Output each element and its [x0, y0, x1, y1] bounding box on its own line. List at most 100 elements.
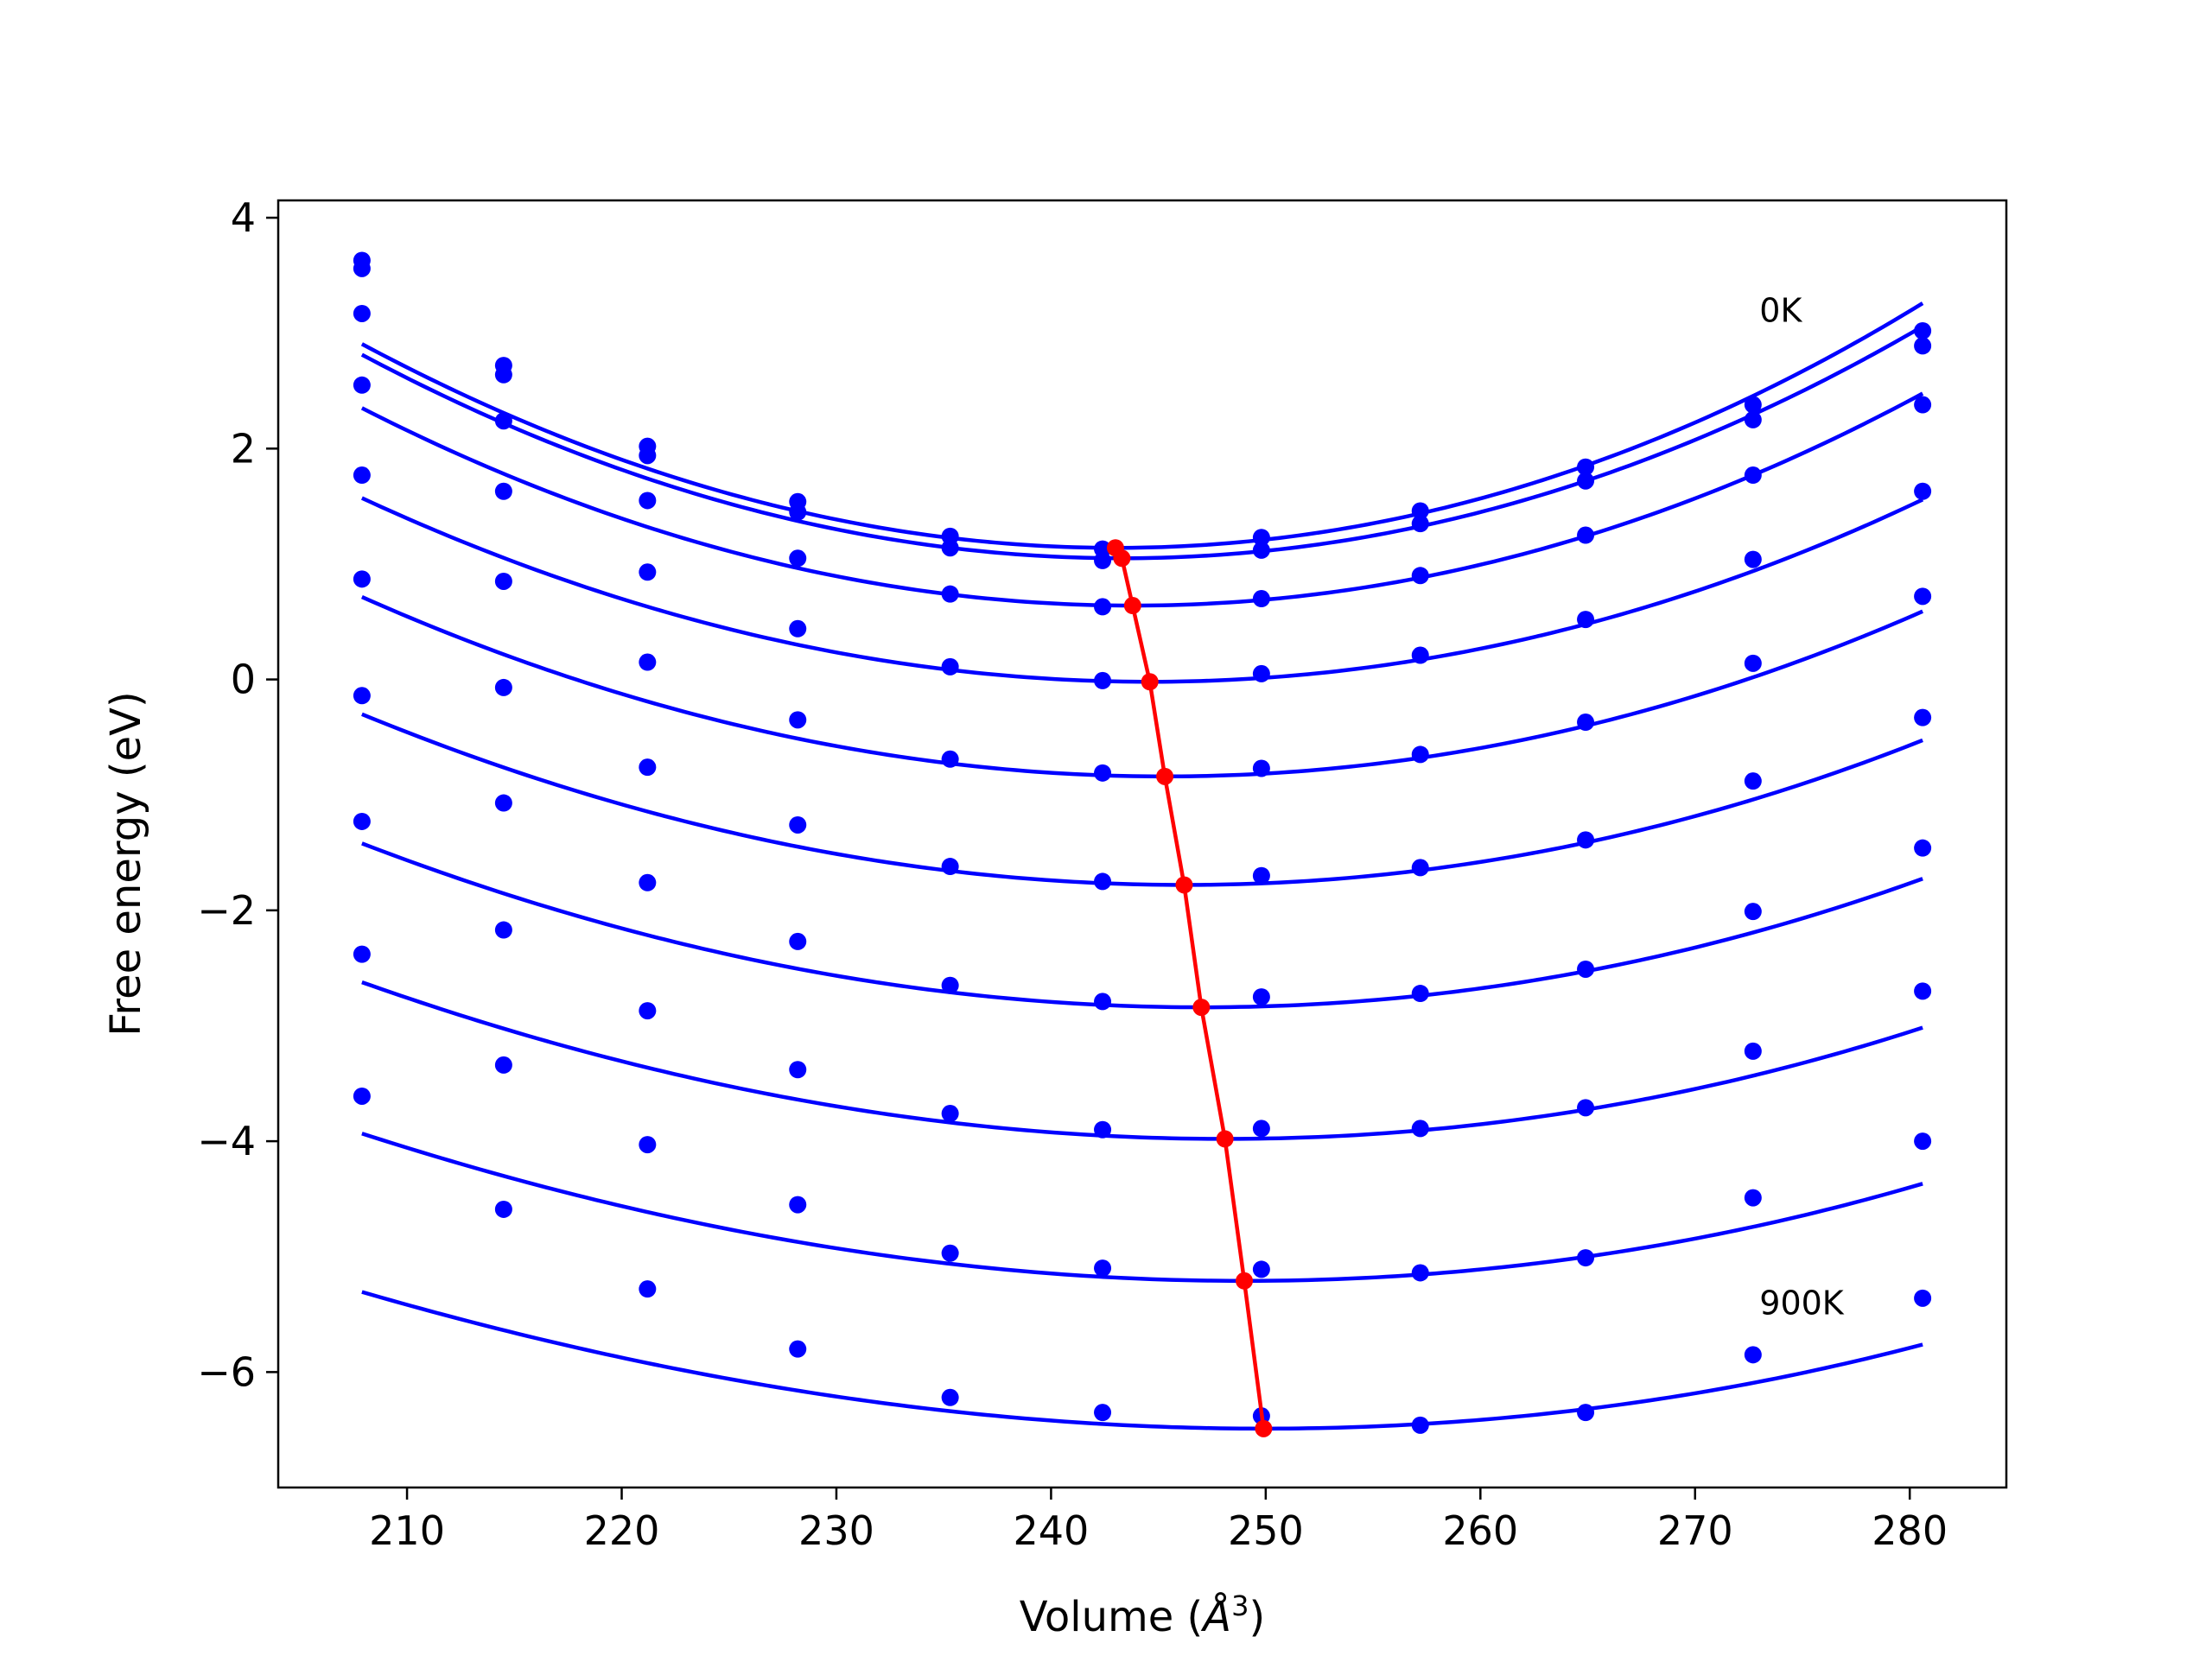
data-point: [789, 711, 807, 729]
series-7: [353, 812, 1932, 1141]
data-point: [1577, 458, 1595, 476]
data-point: [353, 304, 371, 322]
data-point: [941, 1388, 959, 1406]
minimum-point: [1236, 1272, 1254, 1290]
data-point: [941, 1244, 959, 1262]
series-2: [353, 304, 1932, 616]
data-point: [941, 858, 959, 876]
fit-curve-0: [360, 301, 1924, 550]
data-point: [494, 1056, 512, 1074]
y-tick-label: −2: [197, 887, 256, 934]
data-point: [1411, 985, 1429, 1003]
data-point: [1577, 611, 1595, 629]
x-axis-ticks: 210 220 230 240 250 260 270 280: [369, 1488, 1948, 1554]
data-point: [639, 563, 657, 581]
data-point: [1411, 646, 1429, 664]
fit-curve-8: [361, 1132, 1923, 1284]
data-point: [494, 482, 512, 500]
minimum-point: [1123, 597, 1141, 615]
data-point: [494, 921, 512, 939]
minimum-point: [1175, 876, 1193, 894]
data-point: [1744, 1346, 1762, 1364]
annotation-label: 900K: [1759, 1285, 1845, 1323]
data-point: [1914, 322, 1932, 340]
data-point: [1577, 1249, 1595, 1267]
data-point: [1252, 590, 1270, 608]
fit-curve-1: [360, 324, 1924, 561]
data-point: [789, 1340, 807, 1358]
data-point: [1411, 1264, 1429, 1282]
data-point: [941, 976, 959, 994]
data-point: [1252, 664, 1270, 682]
data-point: [1094, 764, 1112, 782]
data-point: [789, 1196, 807, 1214]
data-point: [639, 758, 657, 777]
data-point: [1252, 866, 1270, 885]
data-point: [1252, 988, 1270, 1006]
data-point: [1914, 337, 1932, 355]
data-point: [1744, 410, 1762, 428]
data-point: [1411, 745, 1429, 764]
data-point: [353, 466, 371, 485]
x-tick-label: 240: [1014, 1507, 1090, 1554]
data-point: [1252, 1120, 1270, 1138]
data-point: [789, 619, 807, 638]
data-point: [1094, 872, 1112, 891]
data-point: [494, 412, 512, 430]
data-point: [789, 815, 807, 834]
data-point: [941, 539, 959, 557]
data-point: [1914, 587, 1932, 606]
data-point: [1411, 1416, 1429, 1434]
fit-curve-2: [360, 391, 1924, 608]
y-tick-label: −4: [197, 1118, 256, 1164]
y-axis-label: Free energy (eV): [102, 691, 150, 1036]
series-9: [353, 1087, 1932, 1434]
fit-curve-4: [360, 595, 1924, 779]
y-tick-label: 0: [231, 657, 256, 703]
minimum-point: [1156, 767, 1174, 785]
data-point: [789, 503, 807, 521]
fit-curve-9: [361, 1290, 1923, 1431]
minima-layer: [1106, 539, 1273, 1437]
annotations: 0K 900K: [1759, 291, 1845, 1322]
data-point: [1914, 482, 1932, 500]
data-point: [941, 1105, 959, 1123]
data-point: [1411, 1120, 1429, 1138]
data-point: [1411, 515, 1429, 533]
y-tick-label: −6: [197, 1348, 256, 1395]
data-point: [639, 447, 657, 465]
data-point: [639, 1136, 657, 1154]
data-point: [789, 549, 807, 568]
x-axis-label: Volume (Å3): [1020, 1589, 1265, 1641]
data-point: [1914, 982, 1932, 1000]
data-point: [353, 1087, 371, 1105]
data-point: [494, 1200, 512, 1218]
data-point: [1577, 714, 1595, 732]
data-point: [1914, 396, 1932, 414]
data-point: [1411, 567, 1429, 585]
data-point: [1411, 859, 1429, 877]
x-tick-label: 260: [1442, 1507, 1518, 1554]
data-point: [1914, 1289, 1932, 1307]
data-point: [1744, 550, 1762, 568]
data-point: [941, 750, 959, 768]
data-point: [1744, 1042, 1762, 1060]
data-point: [1252, 759, 1270, 777]
data-point: [1252, 541, 1270, 559]
data-point: [1094, 671, 1112, 689]
x-axis-label-unit: Å: [1200, 1592, 1231, 1641]
data-point: [353, 812, 371, 830]
data-point: [353, 376, 371, 394]
data-point: [1094, 1404, 1112, 1422]
y-tick-label: 2: [231, 425, 256, 472]
data-point: [1914, 708, 1932, 726]
data-point: [1577, 1099, 1595, 1117]
plot-frame: [276, 199, 2008, 1489]
data-point: [639, 1280, 657, 1298]
x-tick-label: 230: [798, 1507, 874, 1554]
series-1: [353, 259, 1932, 569]
data-point: [1744, 903, 1762, 921]
data-point: [1094, 1120, 1112, 1139]
